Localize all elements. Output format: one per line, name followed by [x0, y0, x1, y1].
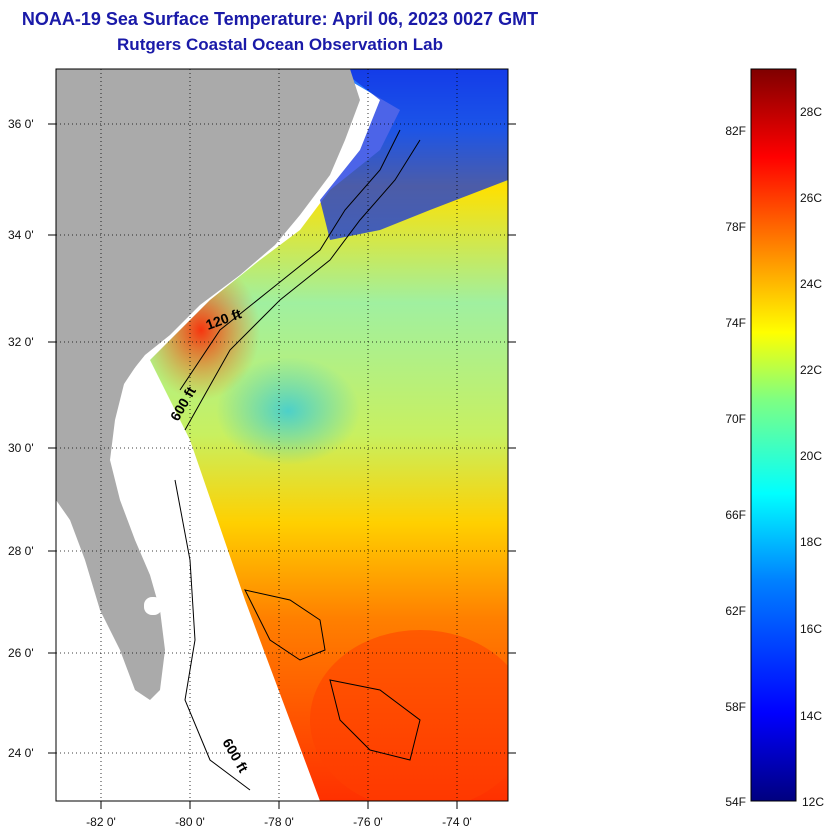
map-frame: [55, 68, 509, 802]
cb-label-14c: 14C: [800, 709, 822, 723]
cb-label-74f: 74F: [725, 316, 746, 330]
cb-label-12c: 12C: [802, 795, 824, 809]
lon-label-78: -78 0': [264, 815, 294, 829]
lat-label-28: 28 0': [8, 544, 34, 558]
land-georgia-coast: [56, 69, 140, 520]
lon-label-80: -80 0': [175, 815, 205, 829]
lat-label-36: 36 0': [8, 117, 34, 131]
cb-label-16c: 16C: [800, 622, 822, 636]
warm-southern-region: [310, 630, 508, 801]
lat-label-32: 32 0': [8, 335, 34, 349]
axis-ticks: [48, 123, 516, 809]
cb-label-58f: 58F: [725, 700, 746, 714]
lat-label-24: 24 0': [8, 746, 34, 760]
lon-label-82: -82 0': [86, 815, 116, 829]
cb-label-26c: 26C: [800, 191, 822, 205]
cold-northern-region: [320, 69, 508, 240]
contour-600ft: [184, 139, 421, 431]
cb-label-22c: 22C: [800, 363, 822, 377]
chart-title: NOAA-19 Sea Surface Temperature: April 0…: [21, 9, 539, 29]
contour-bahamas-south: [329, 679, 421, 761]
cb-label-20c: 20C: [800, 449, 822, 463]
cb-label-66f: 66F: [725, 508, 746, 522]
lat-label-30: 30 0': [8, 441, 34, 455]
chart-subtitle: Rutgers Coastal Ocean Observation Lab: [117, 35, 443, 54]
lake-okeechobee: [144, 597, 162, 615]
cb-label-18c: 18C: [800, 535, 822, 549]
contour-bahamas: [244, 589, 326, 661]
lat-label-34: 34 0': [8, 228, 34, 242]
cb-label-54f: 54F: [725, 795, 746, 809]
lat-label-26: 26 0': [8, 646, 34, 660]
lon-label-74: -74 0': [442, 815, 472, 829]
cb-label-24c: 24C: [800, 277, 822, 291]
land-mainland: [56, 69, 360, 700]
cool-eddy-region: [180, 330, 420, 510]
cb-label-82f: 82F: [725, 124, 746, 138]
cb-label-62f: 62F: [725, 604, 746, 618]
colorbar-scale: [750, 68, 797, 802]
contour-120ft: [179, 129, 401, 391]
cb-label-78f: 78F: [725, 220, 746, 234]
lon-label-76: -76 0': [353, 815, 383, 829]
cb-label-28c: 28C: [800, 105, 822, 119]
cb-label-70f: 70F: [725, 412, 746, 426]
graticule: [56, 69, 508, 801]
